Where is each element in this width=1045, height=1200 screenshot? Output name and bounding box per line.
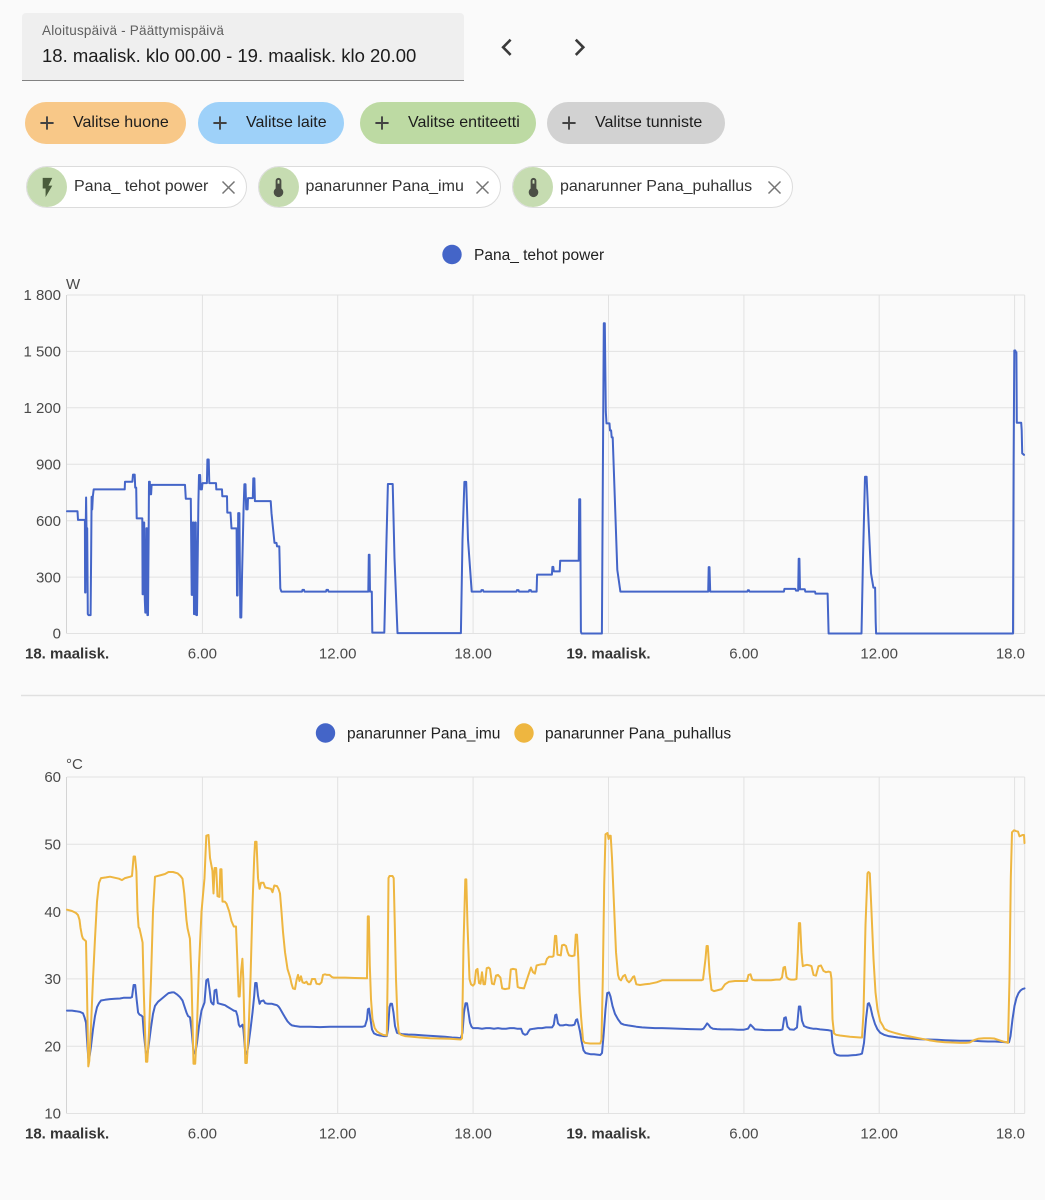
svg-text:18.00: 18.00 [996, 646, 1034, 663]
svg-text:60: 60 [44, 769, 61, 786]
svg-text:6.00: 6.00 [188, 1126, 217, 1143]
svg-text:19. maalisk.: 19. maalisk. [566, 646, 650, 663]
svg-text:°C: °C [66, 756, 83, 773]
svg-text:6.00: 6.00 [188, 646, 217, 663]
svg-text:18. maalisk.: 18. maalisk. [25, 1126, 109, 1143]
svg-text:12.00: 12.00 [319, 646, 357, 663]
svg-text:900: 900 [36, 456, 61, 473]
svg-text:300: 300 [36, 569, 61, 586]
svg-text:600: 600 [36, 513, 61, 530]
svg-text:30: 30 [44, 971, 61, 988]
svg-text:6.00: 6.00 [729, 646, 758, 663]
svg-text:19. maalisk.: 19. maalisk. [566, 1126, 650, 1143]
svg-text:1 800: 1 800 [23, 287, 61, 304]
svg-text:1 500: 1 500 [23, 344, 61, 361]
svg-text:1 200: 1 200 [23, 400, 61, 417]
svg-text:12.00: 12.00 [860, 646, 898, 663]
svg-text:18.00: 18.00 [454, 646, 492, 663]
svg-text:6.00: 6.00 [729, 1126, 758, 1143]
svg-text:40: 40 [44, 904, 61, 921]
svg-text:panarunner Pana_puhallus: panarunner Pana_puhallus [545, 726, 731, 743]
svg-text:W: W [66, 276, 81, 293]
svg-text:18. maalisk.: 18. maalisk. [25, 646, 109, 663]
svg-text:18.00: 18.00 [996, 1126, 1034, 1143]
svg-text:12.00: 12.00 [319, 1126, 357, 1143]
svg-text:10: 10 [44, 1106, 61, 1123]
svg-text:0: 0 [53, 626, 61, 643]
svg-text:50: 50 [44, 837, 61, 854]
svg-text:18.00: 18.00 [454, 1126, 492, 1143]
svg-text:panarunner Pana_imu: panarunner Pana_imu [347, 726, 500, 743]
svg-text:12.00: 12.00 [860, 1126, 898, 1143]
svg-text:Pana_ tehot power: Pana_ tehot power [474, 247, 604, 264]
svg-text:20: 20 [44, 1038, 61, 1055]
